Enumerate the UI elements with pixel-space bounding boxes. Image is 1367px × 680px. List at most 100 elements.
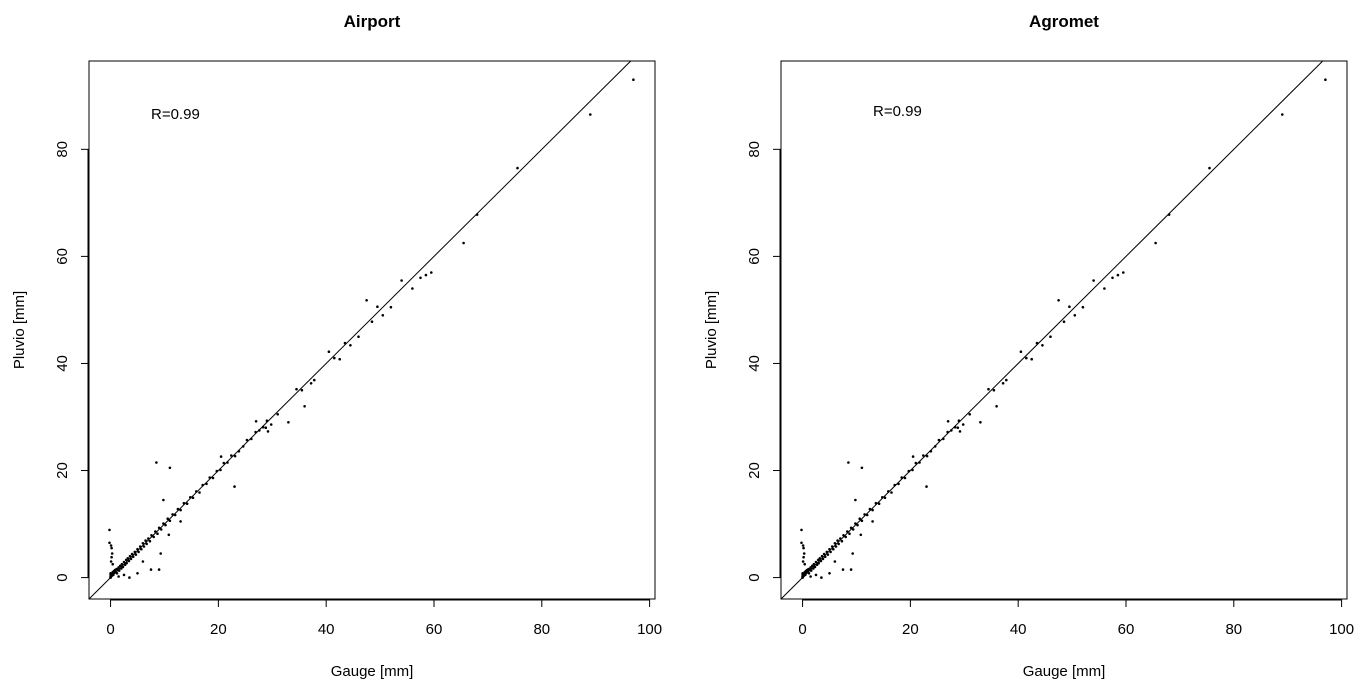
data-point bbox=[946, 430, 949, 434]
data-point bbox=[819, 559, 823, 563]
chart-title: Agromet bbox=[1029, 12, 1099, 31]
y-tick-label: 0 bbox=[54, 573, 71, 581]
data-point bbox=[370, 320, 374, 324]
data-point bbox=[219, 455, 223, 458]
data-point bbox=[871, 508, 874, 512]
data-point bbox=[833, 560, 837, 563]
data-point bbox=[1025, 356, 1028, 360]
data-point bbox=[887, 490, 890, 493]
data-point bbox=[802, 546, 805, 550]
data-point bbox=[162, 498, 165, 502]
data-point bbox=[925, 454, 929, 458]
data-point bbox=[241, 445, 245, 448]
data-point bbox=[269, 423, 273, 426]
data-point bbox=[411, 287, 414, 290]
data-point bbox=[343, 341, 347, 345]
x-axis-label: Gauge [mm] bbox=[1023, 663, 1106, 680]
data-point bbox=[820, 576, 823, 579]
data-point bbox=[849, 568, 853, 571]
data-point bbox=[825, 550, 829, 554]
data-point bbox=[897, 482, 900, 486]
data-point bbox=[123, 563, 127, 566]
data-point bbox=[1030, 357, 1033, 361]
data-point bbox=[195, 490, 198, 493]
data-point bbox=[801, 560, 805, 563]
data-point bbox=[327, 350, 331, 354]
data-point bbox=[1005, 378, 1008, 382]
data-point bbox=[233, 454, 237, 458]
data-point bbox=[258, 429, 261, 432]
data-point bbox=[349, 344, 352, 347]
data-point bbox=[844, 535, 847, 539]
data-point bbox=[816, 558, 820, 562]
data-point bbox=[309, 382, 313, 385]
data-point bbox=[171, 513, 174, 516]
data-point bbox=[276, 413, 280, 416]
data-point bbox=[842, 534, 845, 537]
data-point bbox=[287, 421, 290, 424]
data-point bbox=[179, 520, 182, 523]
data-point bbox=[802, 552, 806, 555]
data-point bbox=[295, 387, 298, 391]
data-point bbox=[1103, 287, 1106, 290]
y-tick-label: 40 bbox=[54, 355, 71, 372]
data-point bbox=[828, 547, 831, 551]
data-point bbox=[462, 241, 465, 245]
data-point bbox=[1122, 271, 1125, 274]
data-point bbox=[911, 468, 914, 472]
data-point bbox=[215, 469, 219, 473]
data-point bbox=[1111, 276, 1114, 280]
data-point bbox=[929, 450, 933, 453]
data-point bbox=[832, 547, 835, 551]
data-point bbox=[833, 542, 837, 545]
data-point bbox=[245, 438, 249, 442]
data-point bbox=[900, 476, 903, 479]
data-point bbox=[189, 496, 192, 499]
data-point bbox=[120, 567, 123, 570]
data-point bbox=[168, 466, 172, 470]
data-point bbox=[821, 557, 825, 561]
data-point bbox=[937, 438, 941, 442]
data-point bbox=[136, 572, 139, 575]
data-point bbox=[881, 496, 884, 499]
data-point bbox=[149, 568, 153, 571]
data-point bbox=[841, 568, 845, 571]
data-point bbox=[1057, 299, 1060, 302]
data-point bbox=[142, 545, 146, 548]
x-tick-label: 0 bbox=[798, 621, 806, 638]
data-point bbox=[136, 547, 139, 551]
data-point bbox=[140, 547, 143, 551]
data-point bbox=[812, 567, 815, 570]
data-point bbox=[152, 535, 155, 539]
data-point bbox=[958, 430, 962, 433]
data-point bbox=[942, 437, 945, 441]
data-point bbox=[987, 387, 990, 391]
one-to-one-line bbox=[780, 60, 1324, 600]
data-point bbox=[817, 561, 820, 565]
data-point bbox=[168, 519, 172, 523]
data-point bbox=[1081, 305, 1085, 309]
data-point bbox=[914, 461, 918, 465]
y-axis-label: Pluvio [mm] bbox=[703, 291, 720, 369]
data-point bbox=[112, 573, 115, 577]
data-point bbox=[814, 573, 818, 577]
data-point bbox=[303, 405, 306, 408]
data-point bbox=[809, 575, 812, 578]
data-point bbox=[1154, 241, 1157, 245]
data-point bbox=[933, 445, 937, 448]
data-point bbox=[813, 565, 817, 569]
data-point bbox=[201, 483, 204, 487]
correlation-annotation: R=0.99 bbox=[151, 106, 200, 123]
data-point bbox=[830, 545, 834, 548]
one-to-one-line bbox=[88, 60, 632, 600]
data-point bbox=[961, 423, 965, 426]
data-point bbox=[856, 523, 859, 527]
data-point bbox=[137, 550, 140, 554]
data-point bbox=[150, 534, 153, 537]
y-tick-label: 80 bbox=[54, 141, 71, 158]
data-point bbox=[957, 419, 961, 423]
x-tick-label: 80 bbox=[533, 621, 550, 638]
data-point bbox=[122, 573, 126, 577]
data-point bbox=[147, 537, 150, 540]
